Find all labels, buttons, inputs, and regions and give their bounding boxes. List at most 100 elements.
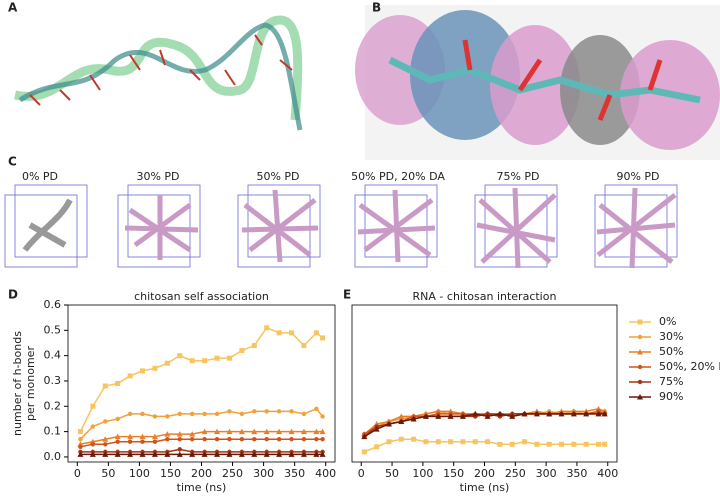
legend-marker — [637, 379, 643, 385]
y-axis-label: per monomer — [24, 346, 37, 421]
marker — [264, 409, 269, 414]
marker — [127, 411, 133, 417]
marker — [509, 413, 516, 419]
marker — [320, 437, 325, 442]
x-tick-label: 0 — [358, 467, 365, 480]
marker — [238, 428, 245, 435]
marker — [320, 414, 325, 419]
marker — [300, 428, 307, 435]
marker — [559, 441, 565, 447]
marker — [252, 409, 257, 414]
marker — [114, 433, 121, 440]
marker — [263, 428, 270, 435]
marker — [214, 437, 220, 442]
marker — [214, 355, 220, 361]
marker — [570, 410, 577, 417]
legend-label: 0% — [659, 315, 676, 328]
marker — [398, 413, 405, 419]
marker — [164, 451, 171, 457]
marker — [497, 441, 503, 447]
x-tick-label: 400 — [597, 467, 618, 480]
x-tick-label: 300 — [536, 467, 557, 480]
marker — [602, 441, 608, 447]
marker — [276, 451, 283, 457]
marker — [300, 451, 307, 457]
legend-label: 50%, 20% DA — [659, 360, 720, 373]
panel-label: B — [372, 1, 381, 15]
marker — [139, 451, 146, 457]
marker — [301, 411, 307, 417]
marker — [276, 437, 282, 442]
marker — [319, 428, 326, 435]
marker — [313, 451, 320, 457]
marker — [226, 451, 233, 457]
caption: 50% PD — [256, 170, 299, 183]
legend-label: 30% — [659, 330, 683, 343]
marker — [202, 411, 207, 417]
marker — [459, 413, 466, 419]
backbone — [29, 34, 293, 106]
marker — [152, 414, 158, 419]
marker — [78, 444, 83, 450]
legend-label: 50% — [659, 345, 683, 358]
x-tick-label: 350 — [566, 467, 587, 480]
marker — [583, 441, 589, 447]
marker — [102, 436, 109, 442]
marker — [140, 411, 145, 417]
marker — [435, 413, 442, 419]
marker — [226, 428, 233, 435]
marker — [301, 343, 307, 349]
marker — [201, 428, 208, 435]
marker — [289, 330, 295, 336]
y-tick-label: 0.1 — [44, 425, 62, 438]
marker — [596, 441, 602, 447]
marker — [102, 383, 108, 389]
marker — [313, 330, 319, 336]
marker — [214, 428, 221, 435]
marker — [202, 437, 207, 442]
x-tick-label: 100 — [412, 467, 433, 480]
marker — [177, 411, 182, 417]
marker — [485, 439, 491, 445]
x-tick-label: 400 — [315, 467, 336, 480]
chitosan-structure — [355, 5, 720, 160]
marker — [276, 409, 282, 414]
legend-label: 75% — [659, 375, 683, 388]
x-tick-label: 50 — [385, 467, 399, 480]
marker — [165, 437, 170, 442]
y-tick-label: 0.2 — [44, 399, 62, 412]
marker — [546, 441, 552, 447]
marker — [77, 451, 84, 457]
marker — [115, 416, 120, 422]
panel-label: E — [343, 288, 351, 302]
marker — [176, 451, 183, 457]
marker — [558, 410, 565, 417]
marker — [139, 433, 146, 440]
box — [117, 184, 201, 268]
marker — [460, 439, 466, 445]
y-tick-label: 0.3 — [44, 374, 62, 387]
x-tick-label: 100 — [129, 467, 150, 480]
marker — [189, 411, 195, 417]
marker — [202, 358, 208, 364]
marker — [521, 410, 528, 417]
marker — [115, 381, 121, 386]
marker — [288, 451, 295, 457]
marker — [90, 424, 96, 429]
marker — [151, 433, 158, 440]
marker — [239, 411, 245, 417]
marker — [227, 437, 232, 442]
marker — [583, 410, 590, 417]
marker — [319, 451, 326, 457]
marker — [127, 373, 133, 379]
marker — [201, 451, 208, 457]
marker — [361, 449, 367, 455]
marker — [239, 437, 245, 442]
y-tick-label: 0.4 — [44, 349, 62, 362]
marker — [374, 444, 380, 450]
x-tick-label: 0 — [74, 467, 81, 480]
marker — [534, 441, 540, 447]
marker — [152, 439, 158, 444]
marker — [177, 353, 183, 359]
rna-structure — [14, 15, 303, 131]
